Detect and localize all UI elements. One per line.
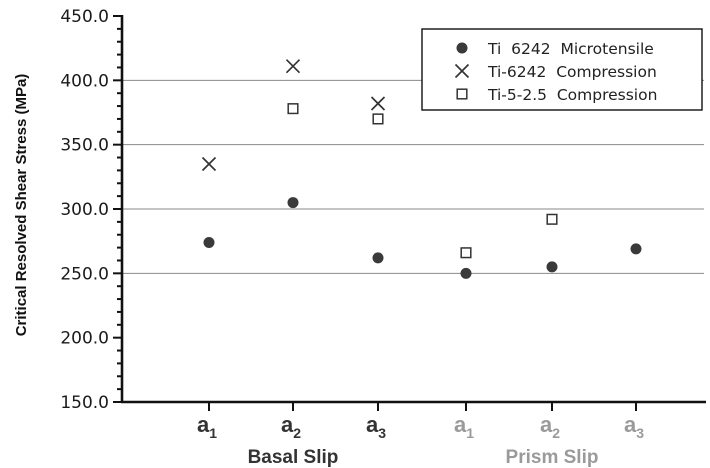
x-category-label: a2 <box>281 412 301 441</box>
legend-label: Ti-6242 Compression <box>487 63 657 81</box>
y-axis-ticks: 150.0 200.0 250.0 300.0 350.0 400.0 450.0 <box>60 7 122 413</box>
y-tick-label: 250.0 <box>60 264 109 284</box>
x-category-label: a2 <box>540 412 560 441</box>
legend-box <box>421 28 703 111</box>
y-tick-label: 150.0 <box>60 393 109 413</box>
y-tick-label: 450.0 <box>60 7 109 27</box>
data-point-circle <box>630 243 642 255</box>
data-point-circle <box>460 267 472 279</box>
legend-marker-circle <box>456 42 468 54</box>
x-axis-categories: a1 a2 a3 a1 a2 a3 Basal Slip Prism Slip <box>197 402 644 468</box>
x-category-label: a1 <box>197 412 217 441</box>
x-category-label: a3 <box>366 412 386 441</box>
data-point-x <box>370 96 386 111</box>
y-tick-label: 300.0 <box>60 200 109 220</box>
data-points <box>201 59 642 279</box>
data-point-circle <box>203 236 215 248</box>
legend-marker-square <box>456 88 468 100</box>
x-category-label: a3 <box>624 412 644 441</box>
legend-marker-x <box>454 63 470 79</box>
legend: Ti 6242 Microtensile Ti-6242 Compression T… <box>421 28 703 111</box>
x-group-label: Prism Slip <box>506 447 599 468</box>
data-point-square <box>460 247 472 259</box>
x-group-label: Basal Slip <box>248 447 339 468</box>
legend-label: Ti 6242 Microtensile <box>487 40 654 58</box>
y-axis-label: Critical Resolved Shear Stress (MPa) <box>13 74 30 337</box>
legend-label: Ti-5-2.5 Compression <box>487 86 657 104</box>
data-point-circle <box>372 252 384 264</box>
data-point-square <box>372 113 384 125</box>
data-point-square <box>546 213 558 225</box>
data-point-circle <box>287 197 299 209</box>
data-point-x <box>285 59 301 74</box>
data-point-circle <box>546 261 558 273</box>
data-point-square <box>287 103 299 115</box>
data-point-x <box>201 156 217 172</box>
x-category-label: a1 <box>454 412 474 441</box>
y-tick-label: 350.0 <box>60 136 109 156</box>
y-tick-label: 200.0 <box>60 329 109 349</box>
y-tick-label: 400.0 <box>60 71 109 91</box>
